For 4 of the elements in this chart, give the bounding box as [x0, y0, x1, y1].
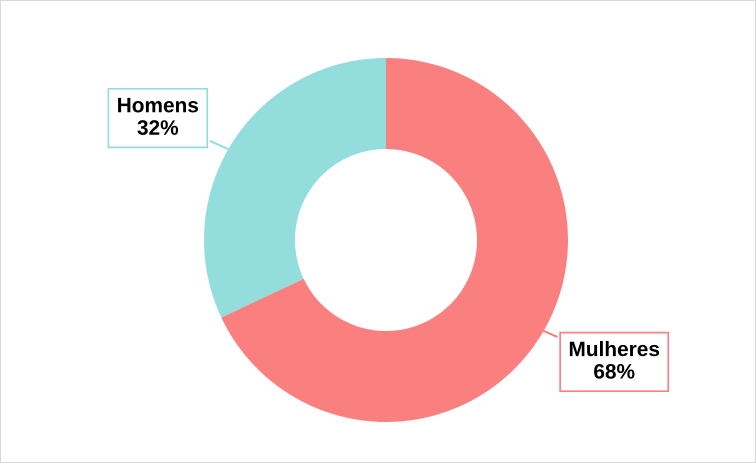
slice-label: Mulheres	[570, 340, 660, 356]
data-label: 68%	[594, 364, 634, 379]
slice-label: Homens	[118, 98, 198, 112]
data-label: 32%	[137, 120, 178, 135]
